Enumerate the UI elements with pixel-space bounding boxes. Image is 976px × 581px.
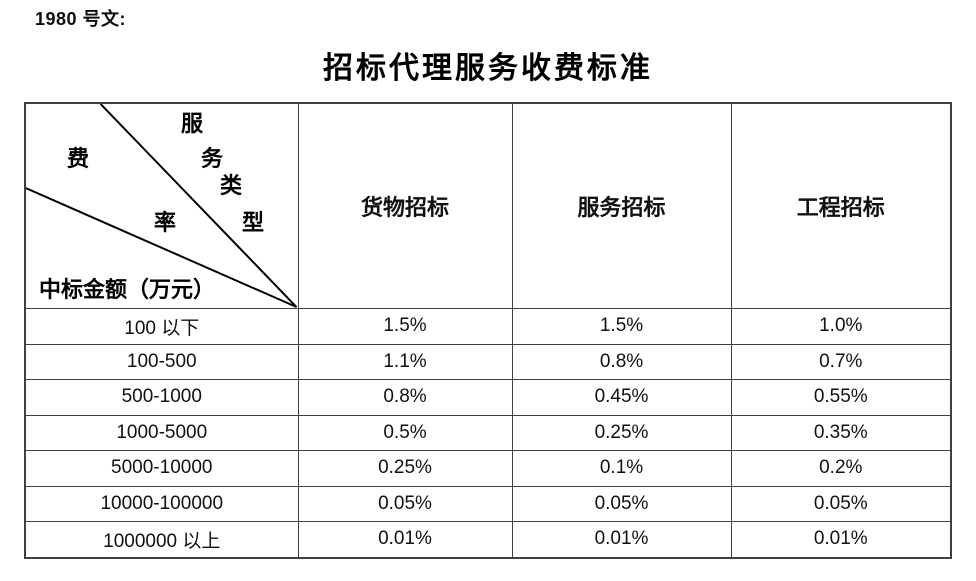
rate-cell: 0.25%	[511, 414, 732, 451]
amount-range-cell: 500-1000	[24, 379, 299, 416]
page-title: 招标代理服务收费标准	[323, 52, 653, 85]
rate-cell: 0.45%	[511, 379, 732, 416]
amount-range-cell: 1000-5000	[24, 414, 299, 451]
amount-range-cell: 1000000 以上	[24, 521, 299, 558]
table-header-row: 服 务 类 型 费 率 中标金额（万元） 货物招标 服务招标 工程招标	[24, 102, 952, 309]
amount-range-cell: 100-500	[24, 343, 299, 380]
rate-cell: 0.8%	[297, 379, 513, 416]
diagonal-label-service-type-char: 务	[201, 146, 224, 171]
rate-cell: 1.5%	[297, 308, 513, 345]
rate-cell: 0.05%	[511, 485, 732, 522]
rate-cell: 0.55%	[730, 379, 952, 416]
rate-cell: 1.1%	[297, 343, 513, 380]
table-row: 100 以下 1.5% 1.5% 1.0%	[24, 308, 952, 345]
rate-cell: 0.7%	[730, 343, 952, 380]
diagonal-label-fee-rate-char: 率	[154, 210, 177, 235]
diagonal-label-service-type-char: 型	[242, 210, 265, 235]
table-row: 1000-5000 0.5% 0.25% 0.35%	[24, 414, 952, 451]
amount-axis-label: 中标金额（万元）	[39, 277, 216, 302]
diagonal-label-service-type-char: 服	[181, 111, 204, 136]
column-header-engineering-bidding: 工程招标	[730, 102, 952, 309]
diagonal-label-service-type-char: 类	[220, 173, 243, 198]
diagonal-lines	[26, 104, 297, 308]
table-row: 10000-100000 0.05% 0.05% 0.05%	[24, 485, 952, 522]
table-row: 5000-10000 0.25% 0.1% 0.2%	[24, 450, 952, 487]
column-header-goods-bidding: 货物招标	[297, 102, 513, 309]
table-row: 500-1000 0.8% 0.45% 0.55%	[24, 379, 952, 416]
rate-cell: 0.01%	[730, 521, 952, 558]
fee-standard-table: 服 务 类 型 费 率 中标金额（万元） 货物招标 服务招标 工程招标 100 …	[24, 102, 952, 559]
rate-cell: 0.01%	[511, 521, 732, 558]
rate-cell: 0.2%	[730, 450, 952, 487]
rate-cell: 0.25%	[297, 450, 513, 487]
amount-range-cell: 100 以下	[24, 308, 299, 345]
rate-cell: 0.05%	[730, 485, 952, 522]
rate-cell: 0.01%	[297, 521, 513, 558]
diagonal-label-fee-rate-char: 费	[67, 146, 90, 171]
rate-cell: 1.0%	[730, 308, 952, 345]
diagonal-header-cell: 服 务 类 型 费 率 中标金额（万元）	[24, 102, 299, 309]
rate-cell: 0.35%	[730, 414, 952, 451]
table-row: 100-500 1.1% 0.8% 0.7%	[24, 343, 952, 380]
amount-range-cell: 5000-10000	[24, 450, 299, 487]
amount-range-cell: 10000-100000	[24, 485, 299, 522]
column-header-service-bidding: 服务招标	[511, 102, 732, 309]
table-row: 1000000 以上 0.01% 0.01% 0.01%	[24, 521, 952, 558]
rate-cell: 0.5%	[297, 414, 513, 451]
rate-cell: 0.05%	[297, 485, 513, 522]
rate-cell: 0.1%	[511, 450, 732, 487]
rate-cell: 1.5%	[511, 308, 732, 345]
rate-cell: 0.8%	[511, 343, 732, 380]
doc-number-label: 1980 号文:	[35, 9, 127, 29]
